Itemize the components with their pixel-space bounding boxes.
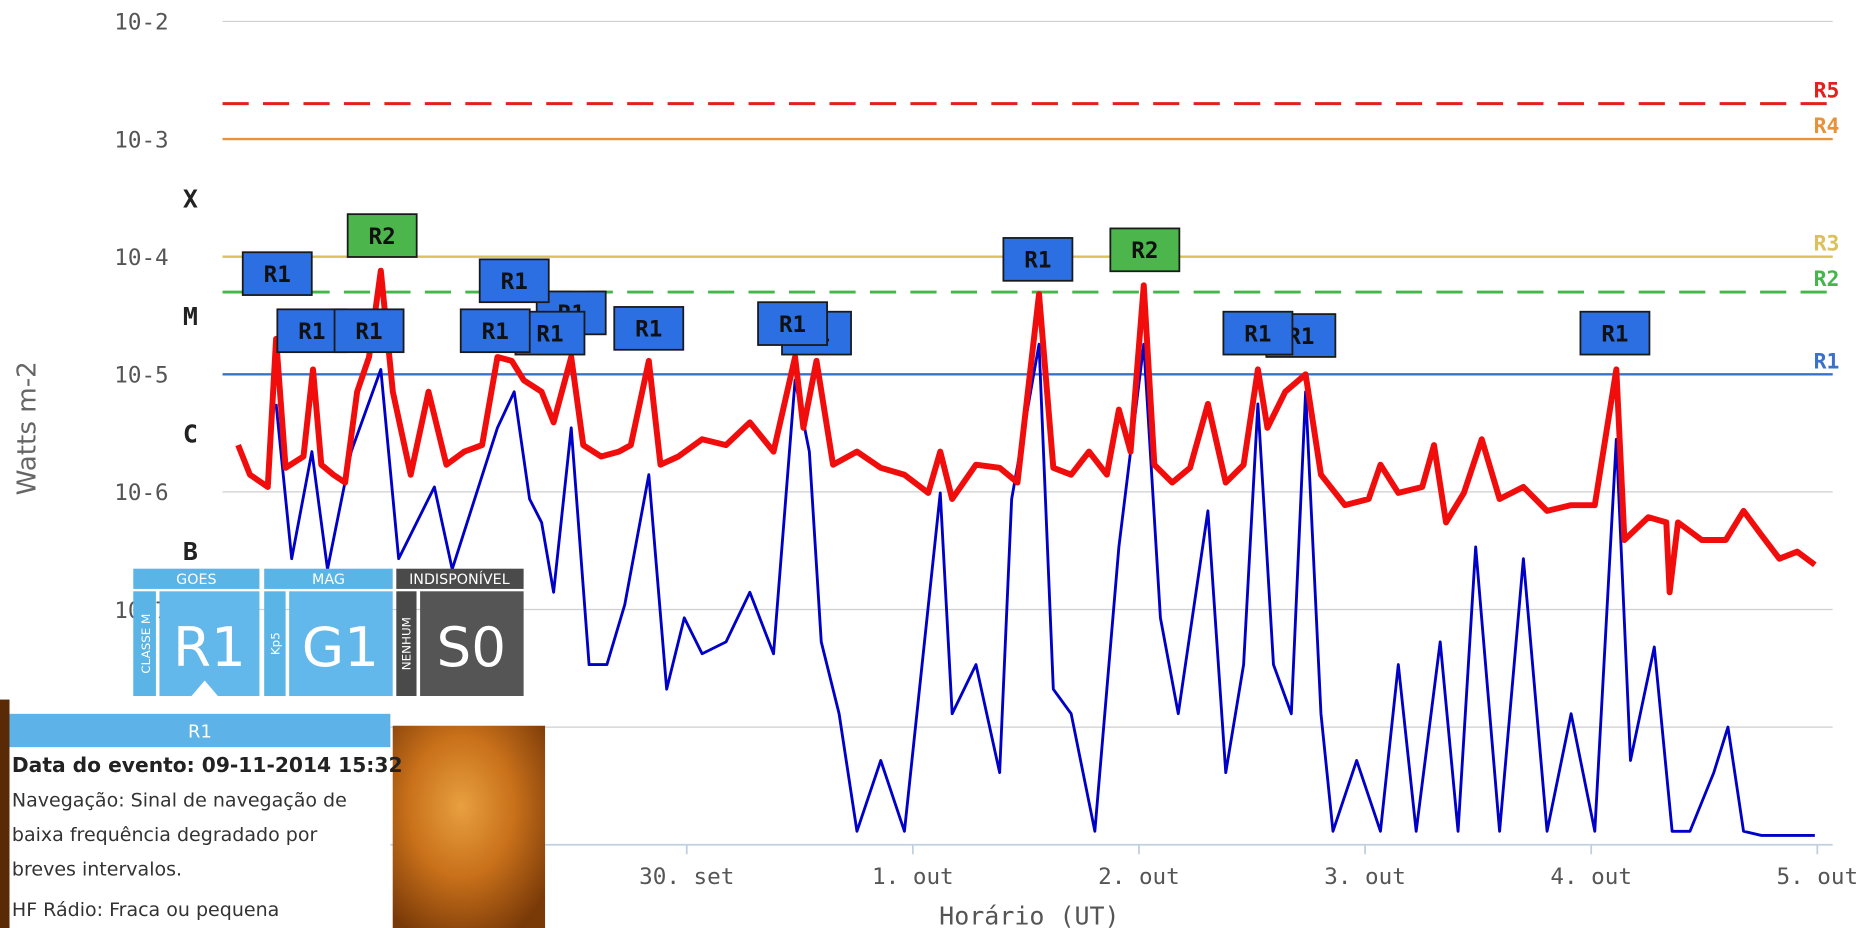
tooltip: R1 Data do evento: 09-11-2014 15:32 Nave… [10, 700, 403, 928]
event-flag-label: R1 [779, 312, 806, 338]
event-flag-label: R1 [1601, 321, 1628, 347]
event-flag-label: R1 [264, 262, 291, 288]
tooltip-line: Navegação: Sinal de navegação de [12, 790, 347, 812]
class-label: M [183, 302, 198, 331]
class-label: X [183, 184, 198, 213]
page: 10-210-310-410-510-610-710-8XMCB30. set1… [0, 0, 1866, 928]
tooltip-date: Data do evento: 09-11-2014 15:32 [12, 753, 403, 777]
x-tick-label: 1. out [872, 864, 954, 890]
scale-value: R1 [173, 615, 246, 679]
widget-header: INDISPONÍVEL [409, 570, 510, 588]
event-flag-label: R1 [1244, 321, 1271, 347]
x-tick-label: 4. out [1550, 864, 1632, 890]
x-tick-label: 2. out [1098, 864, 1180, 890]
widget-header: MAG [312, 572, 345, 588]
sun-image [393, 726, 545, 928]
event-flag-label: R1 [298, 319, 325, 345]
class-label: B [183, 537, 198, 566]
tooltip-line: HF Rádio: Fraca ou pequena [12, 899, 279, 921]
event-flag-label: R1 [482, 319, 509, 345]
y-tick-label: 10-5 [114, 363, 168, 389]
event-flag-label: R2 [1131, 238, 1158, 264]
side-label: NENHUM [400, 617, 414, 670]
scale-value: S0 [436, 615, 506, 679]
y-tick-label: 10-4 [114, 245, 168, 271]
x-tick-label: 30. set [639, 864, 734, 890]
sun-image-edge [0, 700, 10, 928]
side-label: Kp5 [269, 632, 283, 655]
y-tick-label: 10-2 [114, 10, 168, 36]
scale-value: G1 [302, 615, 379, 679]
widget-header: GOES [176, 572, 216, 588]
tooltip-line: breves intervalos. [12, 859, 182, 881]
tooltip-title: R1 [188, 722, 212, 743]
class-label: C [183, 420, 198, 449]
scales-widget[interactable]: GOES MAG INDISPONÍVEL CLASSE M Kp5 NENHU… [133, 569, 523, 697]
event-flag-label: R2 [369, 224, 396, 250]
y-axis-title: Watts m-2 [13, 361, 43, 495]
threshold-label: R4 [1814, 114, 1840, 139]
event-flag-label: R1 [635, 317, 662, 343]
y-tick-label: 10-3 [114, 127, 168, 153]
threshold-label: R5 [1814, 79, 1840, 104]
x-axis-title: Horário (UT) [939, 901, 1119, 928]
tooltip-line: baixa frequência degradado por [12, 824, 318, 846]
chart: 10-210-310-410-510-610-710-8XMCB30. set1… [0, 0, 1866, 928]
side-label: CLASSE M [139, 614, 153, 674]
event-flag-label: R1 [501, 269, 528, 295]
event-flag-label: R1 [355, 319, 382, 345]
x-tick-label: 3. out [1324, 864, 1406, 890]
threshold-label: R2 [1814, 267, 1840, 292]
y-tick-label: 10-6 [114, 480, 168, 506]
event-flag-label: R1 [1024, 248, 1051, 274]
threshold-label: R3 [1814, 232, 1840, 257]
event-flag-label: R1 [536, 321, 563, 347]
x-tick-label: 5. out [1776, 864, 1858, 890]
threshold-label: R1 [1814, 349, 1840, 374]
